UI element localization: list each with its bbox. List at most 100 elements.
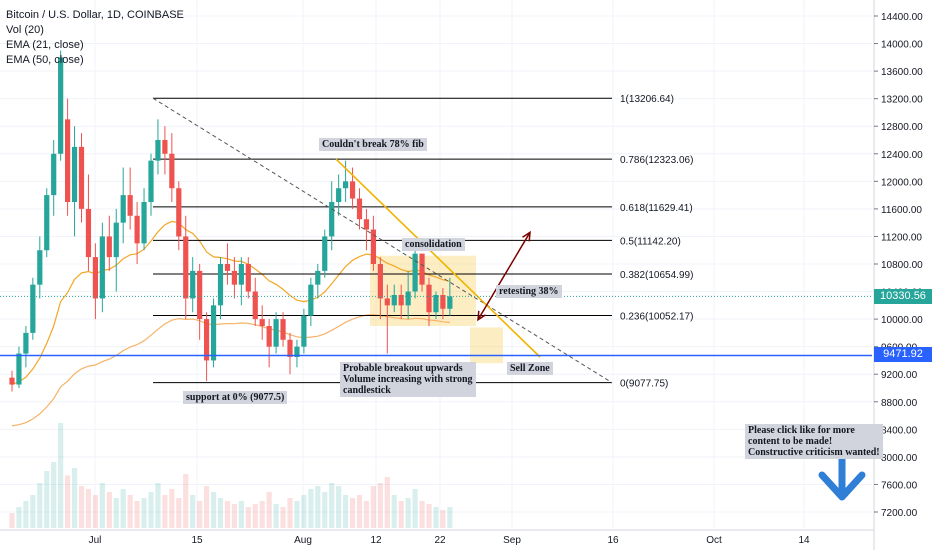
candle-body [238, 264, 244, 285]
volume-bar [204, 486, 210, 528]
candle-body [252, 291, 258, 320]
candle-body [85, 208, 92, 258]
annotation-retesting[interactable]: retesting 38% [496, 285, 562, 298]
price-axis[interactable]: 14400.00 14000.00 13600.00 13200.00 12800.00… [873, 0, 923, 550]
candle-body [148, 160, 154, 202]
candle-body [71, 146, 78, 202]
candle-body [384, 298, 390, 306]
downtrend-line[interactable] [335, 158, 541, 358]
price-tick-label: 14400.00 [881, 12, 923, 23]
volume-bar [440, 510, 446, 528]
volume-bar [106, 492, 112, 528]
volume-bar [238, 501, 244, 528]
price-tick-label: 8800.00 [881, 398, 918, 409]
annotation-cta[interactable]: Please click like for more content to be… [745, 424, 883, 459]
price-tick-label: 13200.00 [881, 95, 923, 106]
candle-body [183, 236, 189, 299]
annotation-sell-zone[interactable]: Sell Zone [507, 362, 553, 375]
candle-body [190, 270, 196, 299]
candle-body [433, 295, 439, 313]
volume-bar [58, 423, 64, 528]
candle-body [231, 270, 237, 285]
candle-body [44, 195, 50, 251]
volume-bar [16, 507, 22, 528]
volume-bar [259, 501, 265, 528]
candle-body [349, 181, 356, 199]
volume-bar [377, 483, 383, 528]
fibonacci-retracement[interactable]: 1(13206.64) 0.786(12323.06) 0.618(11629.41… [153, 94, 693, 390]
projection-arrow[interactable] [477, 231, 531, 321]
annotation-consolidation[interactable]: consolidation [402, 238, 465, 251]
candle-body [162, 140, 168, 154]
volume-bar [162, 495, 168, 528]
volume-bar [245, 507, 251, 528]
candle-body [294, 346, 300, 357]
ema50-indicator-label[interactable]: EMA (50, close) [6, 54, 84, 66]
candle-body [301, 315, 307, 347]
current-price-tag: 10330.56 [874, 289, 932, 304]
price-tick-label: 10800.00 [881, 260, 923, 271]
fib-level-label: 0.618(11629.41) [620, 203, 693, 214]
volume-bar [447, 507, 453, 528]
price-tick-label: 12400.00 [881, 150, 923, 161]
volume-bar [224, 501, 231, 528]
volume-bar [134, 501, 140, 528]
volume-bar [176, 498, 182, 528]
fib-level-label: 0(9077.75) [620, 379, 668, 390]
blue-level-price-tag: 9471.92 [874, 347, 932, 362]
time-tick-label: Oct [706, 535, 722, 546]
volume-bar [336, 486, 342, 528]
sell-zone-box [470, 327, 503, 364]
annotation-breakout[interactable]: Probable breakout upwards Volume increas… [340, 362, 476, 397]
candle-body [30, 284, 36, 333]
volume-bar [308, 489, 314, 528]
volume-bar [217, 498, 224, 528]
time-tick-label: Jul [89, 535, 102, 546]
volume-bar [44, 471, 50, 528]
candle-body [259, 319, 265, 326]
volume-bar [71, 468, 78, 528]
volume-bar [419, 501, 425, 528]
candle-body [204, 319, 210, 361]
price-tick-label: 7600.00 [881, 480, 918, 491]
annotation-fib78[interactable]: Couldn't break 78% fib [319, 138, 427, 151]
candle-body [336, 188, 342, 202]
volume-bar [426, 504, 432, 528]
arrow-down-icon [818, 471, 866, 501]
candle-body [405, 291, 411, 306]
annotation-support[interactable]: support at 0% (9077.5) [183, 391, 288, 404]
price-tick-label: 9200.00 [881, 370, 918, 381]
ema21-indicator-label[interactable]: EMA (21, close) [6, 39, 84, 51]
fib-diagonal-line[interactable] [152, 97, 613, 384]
volume-bar [370, 486, 376, 528]
candle-body [134, 215, 140, 244]
candle-body [65, 119, 71, 202]
time-tick-label: 12 [370, 535, 382, 546]
volume-bar [23, 501, 29, 528]
volume-bar [183, 474, 189, 528]
volume-bar [78, 486, 85, 528]
volume-bar [412, 489, 418, 528]
volume-bar [120, 489, 126, 528]
candle-body [197, 270, 203, 320]
volume-bar [155, 483, 161, 528]
candle-body [23, 332, 29, 354]
symbol-title[interactable]: Bitcoin / U.S. Dollar, 1D, COINBASE [6, 9, 184, 21]
volume-bar [391, 495, 397, 528]
time-tick-label: 14 [798, 535, 810, 546]
volume-bar [384, 477, 390, 528]
volume-bar [92, 495, 98, 528]
candle-body [315, 270, 321, 285]
drawing-lines[interactable] [0, 97, 872, 501]
fib-level-label: 0.5(11142.20) [620, 236, 681, 247]
volume-bar [85, 489, 92, 528]
volume-indicator-label[interactable]: Vol (20) [6, 24, 44, 36]
candle-body [322, 236, 328, 271]
time-tick-label: 15 [191, 535, 203, 546]
candle-body [329, 202, 335, 237]
volume-bars [9, 423, 453, 528]
arrow-head-down [477, 310, 486, 322]
volume-bar [363, 501, 370, 528]
time-axis[interactable]: Jul 15 Aug 12 22 Sep 16 Oct 14 [0, 529, 874, 546]
